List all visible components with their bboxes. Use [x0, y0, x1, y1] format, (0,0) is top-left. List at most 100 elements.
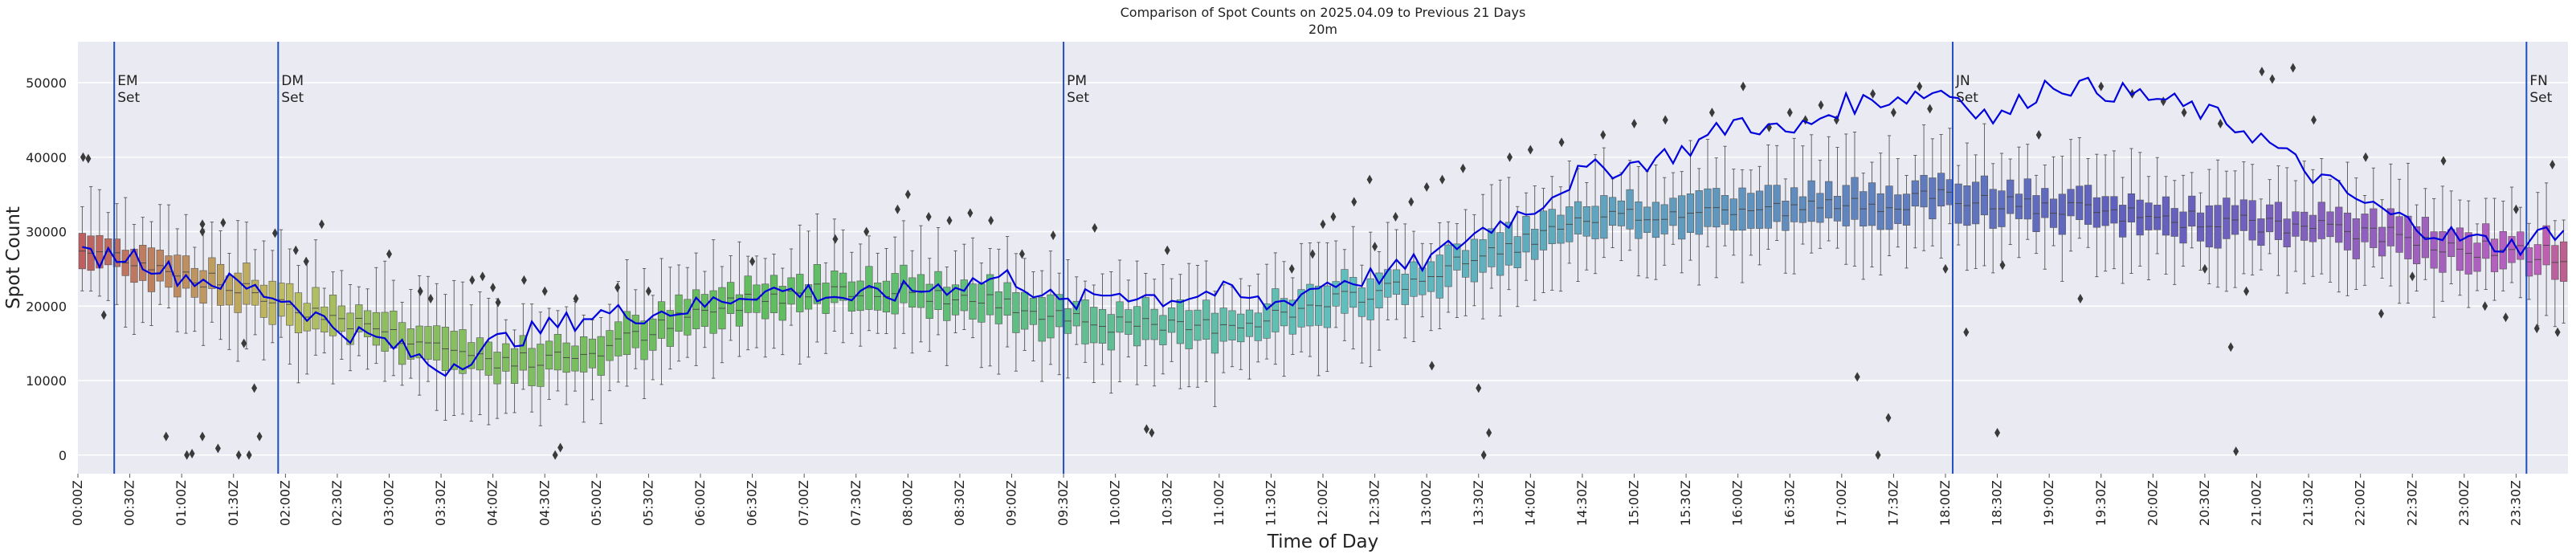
outlier-point: [292, 245, 299, 255]
plot-background: [78, 42, 2568, 474]
y-tick-label: 0: [59, 448, 67, 463]
outlier-point: [2440, 156, 2447, 166]
outlier-point: [495, 297, 501, 308]
outlier-point: [1019, 249, 1025, 259]
outlier-point: [2549, 160, 2556, 170]
outlier-point: [1600, 129, 1606, 140]
outliers: [80, 63, 2561, 460]
outlier-point: [386, 249, 392, 259]
x-tick-label: 11:30Z: [1263, 480, 1278, 526]
outlier-point: [645, 286, 651, 296]
outlier-point: [199, 431, 206, 442]
outlier-point: [1870, 88, 1876, 99]
outlier-point: [1480, 450, 1487, 460]
outlier-point: [1320, 219, 1326, 230]
x-tick-label: 14:00Z: [1522, 480, 1537, 526]
outlier-point: [2227, 342, 2234, 352]
outlier-point: [1486, 427, 1492, 438]
outlier-point: [241, 338, 247, 348]
x-tick-label: 09:30Z: [1055, 480, 1071, 526]
x-tick-label: 04:30Z: [537, 480, 552, 526]
outlier-point: [573, 294, 579, 304]
x-tick-label: 16:30Z: [1782, 480, 1797, 526]
outlier-point: [490, 283, 496, 293]
outlier-point: [2482, 301, 2488, 312]
outlier-point: [2233, 446, 2239, 457]
outlier-point: [1631, 119, 1637, 129]
outlier-point: [1149, 427, 1155, 438]
x-axis: 00:00Z 00:30Z 01:00Z 01:30Z 02:00Z 02:30Z 03:0…: [70, 474, 2523, 526]
outlier-point: [85, 153, 92, 164]
marker-label-line: DM: [281, 73, 304, 89]
x-tick-label: 18:00Z: [1937, 480, 1953, 526]
outlier-point: [2259, 67, 2265, 77]
outlier-point: [220, 218, 227, 228]
marker-label: PM Set: [1067, 73, 1089, 106]
x-tick-label: 02:00Z: [277, 480, 292, 526]
chart-title: Comparison of Spot Counts on 2025.04.09 …: [1121, 5, 1526, 20]
outlier-point: [469, 275, 476, 285]
outlier-point: [1885, 413, 1892, 423]
x-tick-label: 04:00Z: [485, 480, 500, 526]
outlier-point: [1818, 100, 1824, 110]
outlier-point: [1786, 108, 1793, 118]
outlier-point: [1439, 174, 1446, 185]
x-tick-label: 13:00Z: [1419, 480, 1434, 526]
outlier-point: [1527, 145, 1533, 155]
x-tick-label: 10:00Z: [1108, 480, 1123, 526]
chart-subtitle: 20m: [1308, 22, 1337, 37]
outlier-point: [1429, 360, 1435, 371]
outlier-point: [2181, 108, 2187, 118]
outlier-point: [988, 215, 994, 226]
outlier-point: [1740, 81, 1746, 92]
outlier-point: [967, 208, 974, 218]
outlier-point: [189, 448, 195, 458]
x-tick-label: 05:00Z: [589, 480, 604, 526]
x-tick-label: 08:30Z: [952, 480, 967, 526]
x-tick-label: 09:00Z: [1004, 480, 1019, 526]
outlier-point: [1875, 450, 1881, 460]
x-tick-label: 13:30Z: [1471, 480, 1486, 526]
outlier-point: [2290, 63, 2296, 73]
outlier-point: [163, 431, 169, 442]
outlier-point: [1890, 108, 1896, 118]
outlier-point: [1994, 427, 2001, 438]
outlier-point: [256, 431, 263, 442]
outlier-point: [1507, 152, 1513, 162]
boxes: [78, 173, 2568, 387]
outlier-point: [946, 215, 953, 226]
outlier-point: [832, 234, 839, 244]
outlier-point: [1927, 104, 1933, 114]
outlier-point: [1408, 197, 1415, 207]
whiskers: [80, 123, 2566, 426]
x-tick-label: 16:00Z: [1730, 480, 1745, 526]
x-tick-label: 22:00Z: [2353, 480, 2368, 526]
outlier-point: [1459, 163, 1466, 173]
x-tick-label: 06:30Z: [745, 480, 760, 526]
grid: [78, 82, 2568, 456]
marker-label-line: FN: [2529, 73, 2548, 89]
outlier-point: [2378, 308, 2384, 319]
outlier-point: [427, 294, 434, 304]
x-tick-label: 20:00Z: [2145, 480, 2160, 526]
x-tick-label: 03:00Z: [382, 480, 397, 526]
marker-label-line: Set: [117, 90, 140, 106]
outlier-point: [1558, 137, 1565, 148]
outlier-point: [251, 383, 258, 393]
x-tick-label: 22:30Z: [2404, 480, 2419, 526]
marker-label: DM Set: [281, 73, 304, 106]
marker-label: EM Set: [117, 73, 140, 106]
outlier-point: [863, 226, 870, 237]
x-tick-label: 00:00Z: [70, 480, 85, 526]
outlier-point: [2202, 263, 2208, 274]
x-tick-label: 23:00Z: [2456, 480, 2472, 526]
outlier-point: [894, 204, 900, 214]
x-tick-label: 19:00Z: [2041, 480, 2056, 526]
x-tick-label: 15:30Z: [1678, 480, 1693, 526]
y-axis: 0 10000 20000 30000 40000 50000: [26, 75, 67, 463]
x-tick-label: 18:30Z: [1990, 480, 2005, 526]
x-tick-label: 06:00Z: [692, 480, 708, 526]
outlier-point: [417, 286, 423, 296]
x-tick-label: 01:00Z: [174, 480, 189, 526]
outlier-point: [552, 450, 558, 460]
